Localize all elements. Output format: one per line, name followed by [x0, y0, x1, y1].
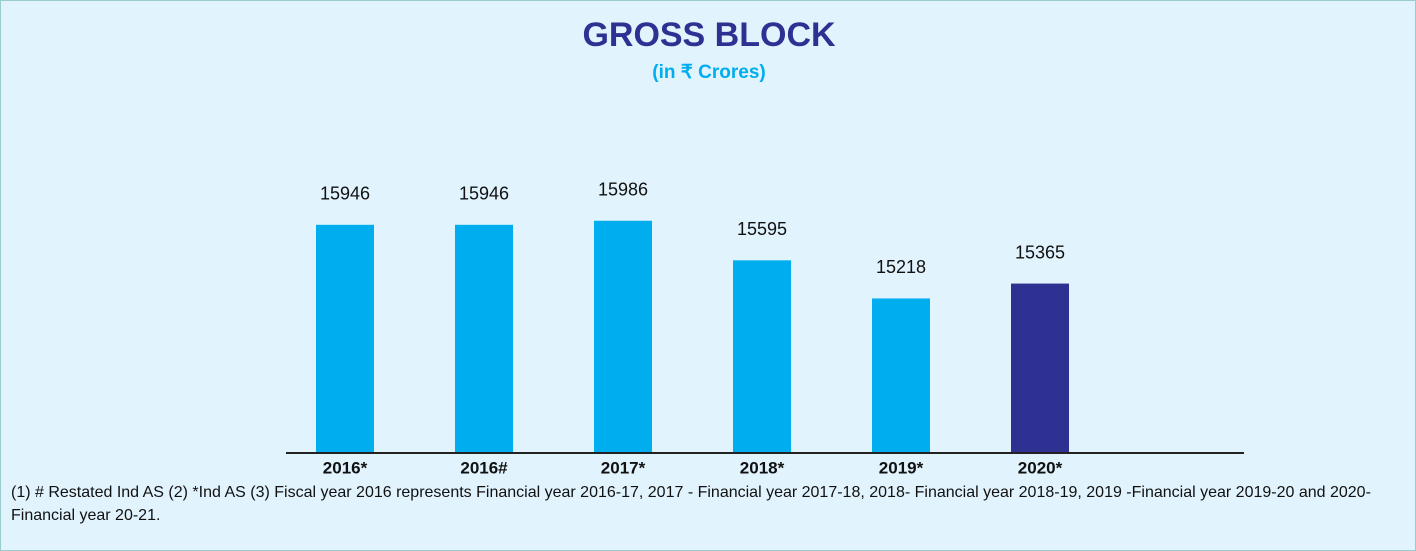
- x-tick-label: 2019*: [879, 458, 924, 477]
- bar: [733, 260, 791, 452]
- footnote: (1) # Restated Ind AS (2) *Ind AS (3) Fi…: [11, 484, 1371, 524]
- value-label: 15365: [1015, 242, 1065, 262]
- x-tick-label: 2016#: [460, 458, 508, 477]
- x-tick-label: 2020*: [1018, 458, 1063, 477]
- chart-title: GROSS BLOCK: [582, 16, 836, 54]
- value-label: 15946: [459, 184, 509, 204]
- bar: [872, 298, 930, 452]
- chart-subtitle: (in ₹ Crores): [652, 62, 765, 83]
- x-tick-label: 2017*: [601, 458, 646, 477]
- value-label: 15218: [876, 257, 926, 277]
- bar: [316, 224, 374, 452]
- value-label: 15986: [598, 180, 648, 200]
- bar: [594, 220, 652, 452]
- bar: [455, 224, 513, 452]
- x-tick-label: 2016*: [323, 458, 368, 477]
- value-label: 15946: [320, 184, 370, 204]
- value-label: 15595: [737, 219, 787, 239]
- x-tick-label: 2018*: [740, 458, 785, 477]
- bar: [1011, 283, 1069, 452]
